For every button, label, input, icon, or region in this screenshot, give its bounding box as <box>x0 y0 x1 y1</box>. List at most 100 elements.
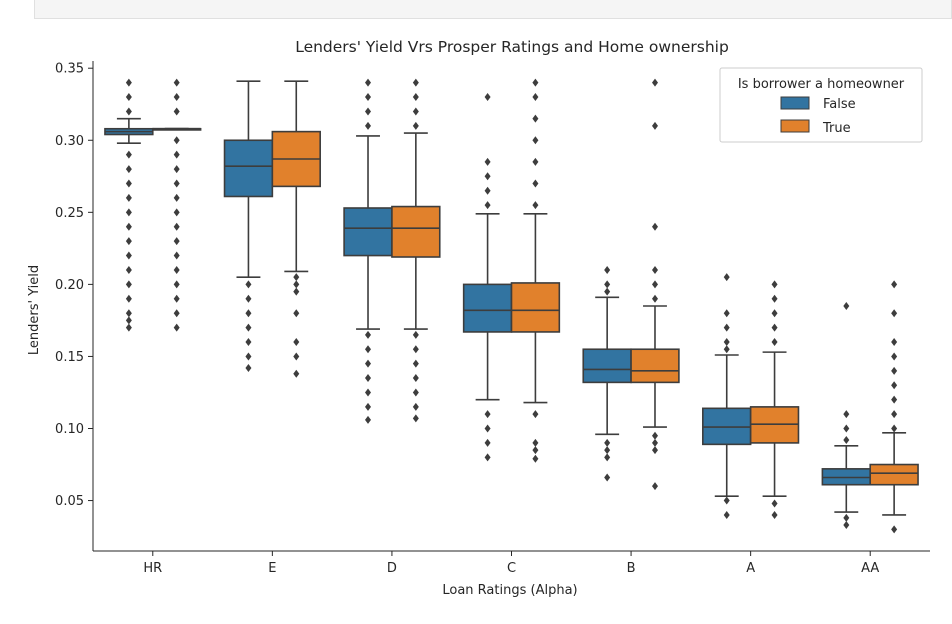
flier-true-d <box>412 93 419 102</box>
x-tick-label: E <box>268 561 276 576</box>
flier-false-aa <box>843 513 850 522</box>
flier-true-hr <box>173 309 180 318</box>
flier-true-hr <box>173 208 180 217</box>
flier-false-hr <box>125 280 132 289</box>
flier-true-c <box>532 93 539 102</box>
flier-false-d <box>365 330 372 339</box>
flier-false-b <box>604 453 611 462</box>
flier-false-hr <box>125 93 132 102</box>
flier-false-hr <box>125 323 132 332</box>
y-tick-label: 0.15 <box>55 350 84 365</box>
flier-false-hr <box>125 193 132 202</box>
y-tick-label: 0.35 <box>55 62 84 77</box>
flier-false-a <box>723 496 730 505</box>
legend-swatch-true <box>780 119 810 133</box>
flier-false-b <box>604 473 611 482</box>
flier-true-aa <box>891 309 898 318</box>
flier-false-hr <box>125 316 132 325</box>
flier-false-aa <box>843 424 850 433</box>
flier-false-e <box>245 323 252 332</box>
flier-true-hr <box>173 323 180 332</box>
legend-label-true: True <box>822 121 851 136</box>
box-false-c <box>462 283 513 333</box>
flier-true-a <box>771 510 778 519</box>
flier-true-b <box>651 294 658 303</box>
flier-true-hr <box>173 136 180 145</box>
flier-true-c <box>532 438 539 447</box>
flier-true-d <box>412 330 419 339</box>
flier-true-hr <box>173 251 180 260</box>
flier-true-b <box>651 431 658 440</box>
flier-false-e <box>245 338 252 347</box>
flier-false-c <box>484 438 491 447</box>
flier-true-b <box>651 280 658 289</box>
x-axis-label: Loan Ratings (Alpha) <box>442 583 577 598</box>
flier-false-c <box>484 186 491 195</box>
flier-false-e <box>245 352 252 361</box>
x-tick-label: D <box>387 561 397 576</box>
flier-true-hr <box>173 222 180 231</box>
flier-false-e <box>245 363 252 372</box>
flier-false-e <box>245 294 252 303</box>
flier-false-b <box>604 287 611 296</box>
flier-false-hr <box>125 309 132 318</box>
flier-false-a <box>723 309 730 318</box>
flier-false-hr <box>125 265 132 274</box>
flier-false-a <box>723 273 730 282</box>
flier-true-b <box>651 121 658 130</box>
flier-false-hr <box>125 179 132 188</box>
chart-title: Lenders' Yield Vrs Prosper Ratings and H… <box>295 38 729 56</box>
flier-true-aa <box>891 280 898 289</box>
flier-true-d <box>412 345 419 354</box>
flier-false-c <box>484 157 491 166</box>
flier-true-b <box>651 78 658 87</box>
legend-frame <box>719 67 923 143</box>
flier-false-hr <box>125 165 132 174</box>
flier-true-d <box>412 374 419 383</box>
flier-false-b <box>604 280 611 289</box>
box-false-e <box>223 139 274 198</box>
flier-false-hr <box>125 222 132 231</box>
flier-false-c <box>484 453 491 462</box>
flier-true-a <box>771 309 778 318</box>
flier-true-aa <box>891 395 898 404</box>
flier-true-c <box>532 157 539 166</box>
flier-false-d <box>365 107 372 116</box>
flier-true-hr <box>173 294 180 303</box>
flier-false-hr <box>125 294 132 303</box>
y-tick-label: 0.10 <box>55 422 84 437</box>
box-false-b <box>582 348 632 384</box>
flier-true-hr <box>173 280 180 289</box>
flier-false-hr <box>125 78 132 87</box>
flier-false-e <box>245 280 252 289</box>
flier-false-a <box>723 345 730 354</box>
flier-true-b <box>651 438 658 447</box>
flier-true-c <box>532 179 539 188</box>
flier-true-e <box>293 338 300 347</box>
flier-true-d <box>412 388 419 397</box>
flier-true-e <box>293 352 300 361</box>
flier-true-d <box>412 78 419 87</box>
flier-true-e <box>293 273 300 282</box>
flier-true-aa <box>891 352 898 361</box>
flier-true-d <box>412 359 419 368</box>
flier-true-c <box>532 446 539 455</box>
flier-true-e <box>293 369 300 378</box>
flier-true-a <box>771 294 778 303</box>
flier-true-hr <box>173 179 180 188</box>
flier-true-c <box>532 410 539 419</box>
flier-false-d <box>365 402 372 411</box>
flier-true-hr <box>173 265 180 274</box>
flier-true-e <box>293 287 300 296</box>
flier-false-c <box>484 172 491 181</box>
flier-true-hr <box>173 237 180 246</box>
x-tick-label: C <box>507 561 516 576</box>
flier-false-d <box>365 359 372 368</box>
flier-false-aa <box>843 302 850 310</box>
flier-true-c <box>532 201 539 210</box>
flier-true-c <box>532 454 539 463</box>
flier-true-e <box>293 309 300 318</box>
flier-true-c <box>532 78 539 87</box>
y-axis-label: Lenders' Yield <box>27 265 42 355</box>
legend: Is borrower a homeowner False True <box>719 67 923 143</box>
